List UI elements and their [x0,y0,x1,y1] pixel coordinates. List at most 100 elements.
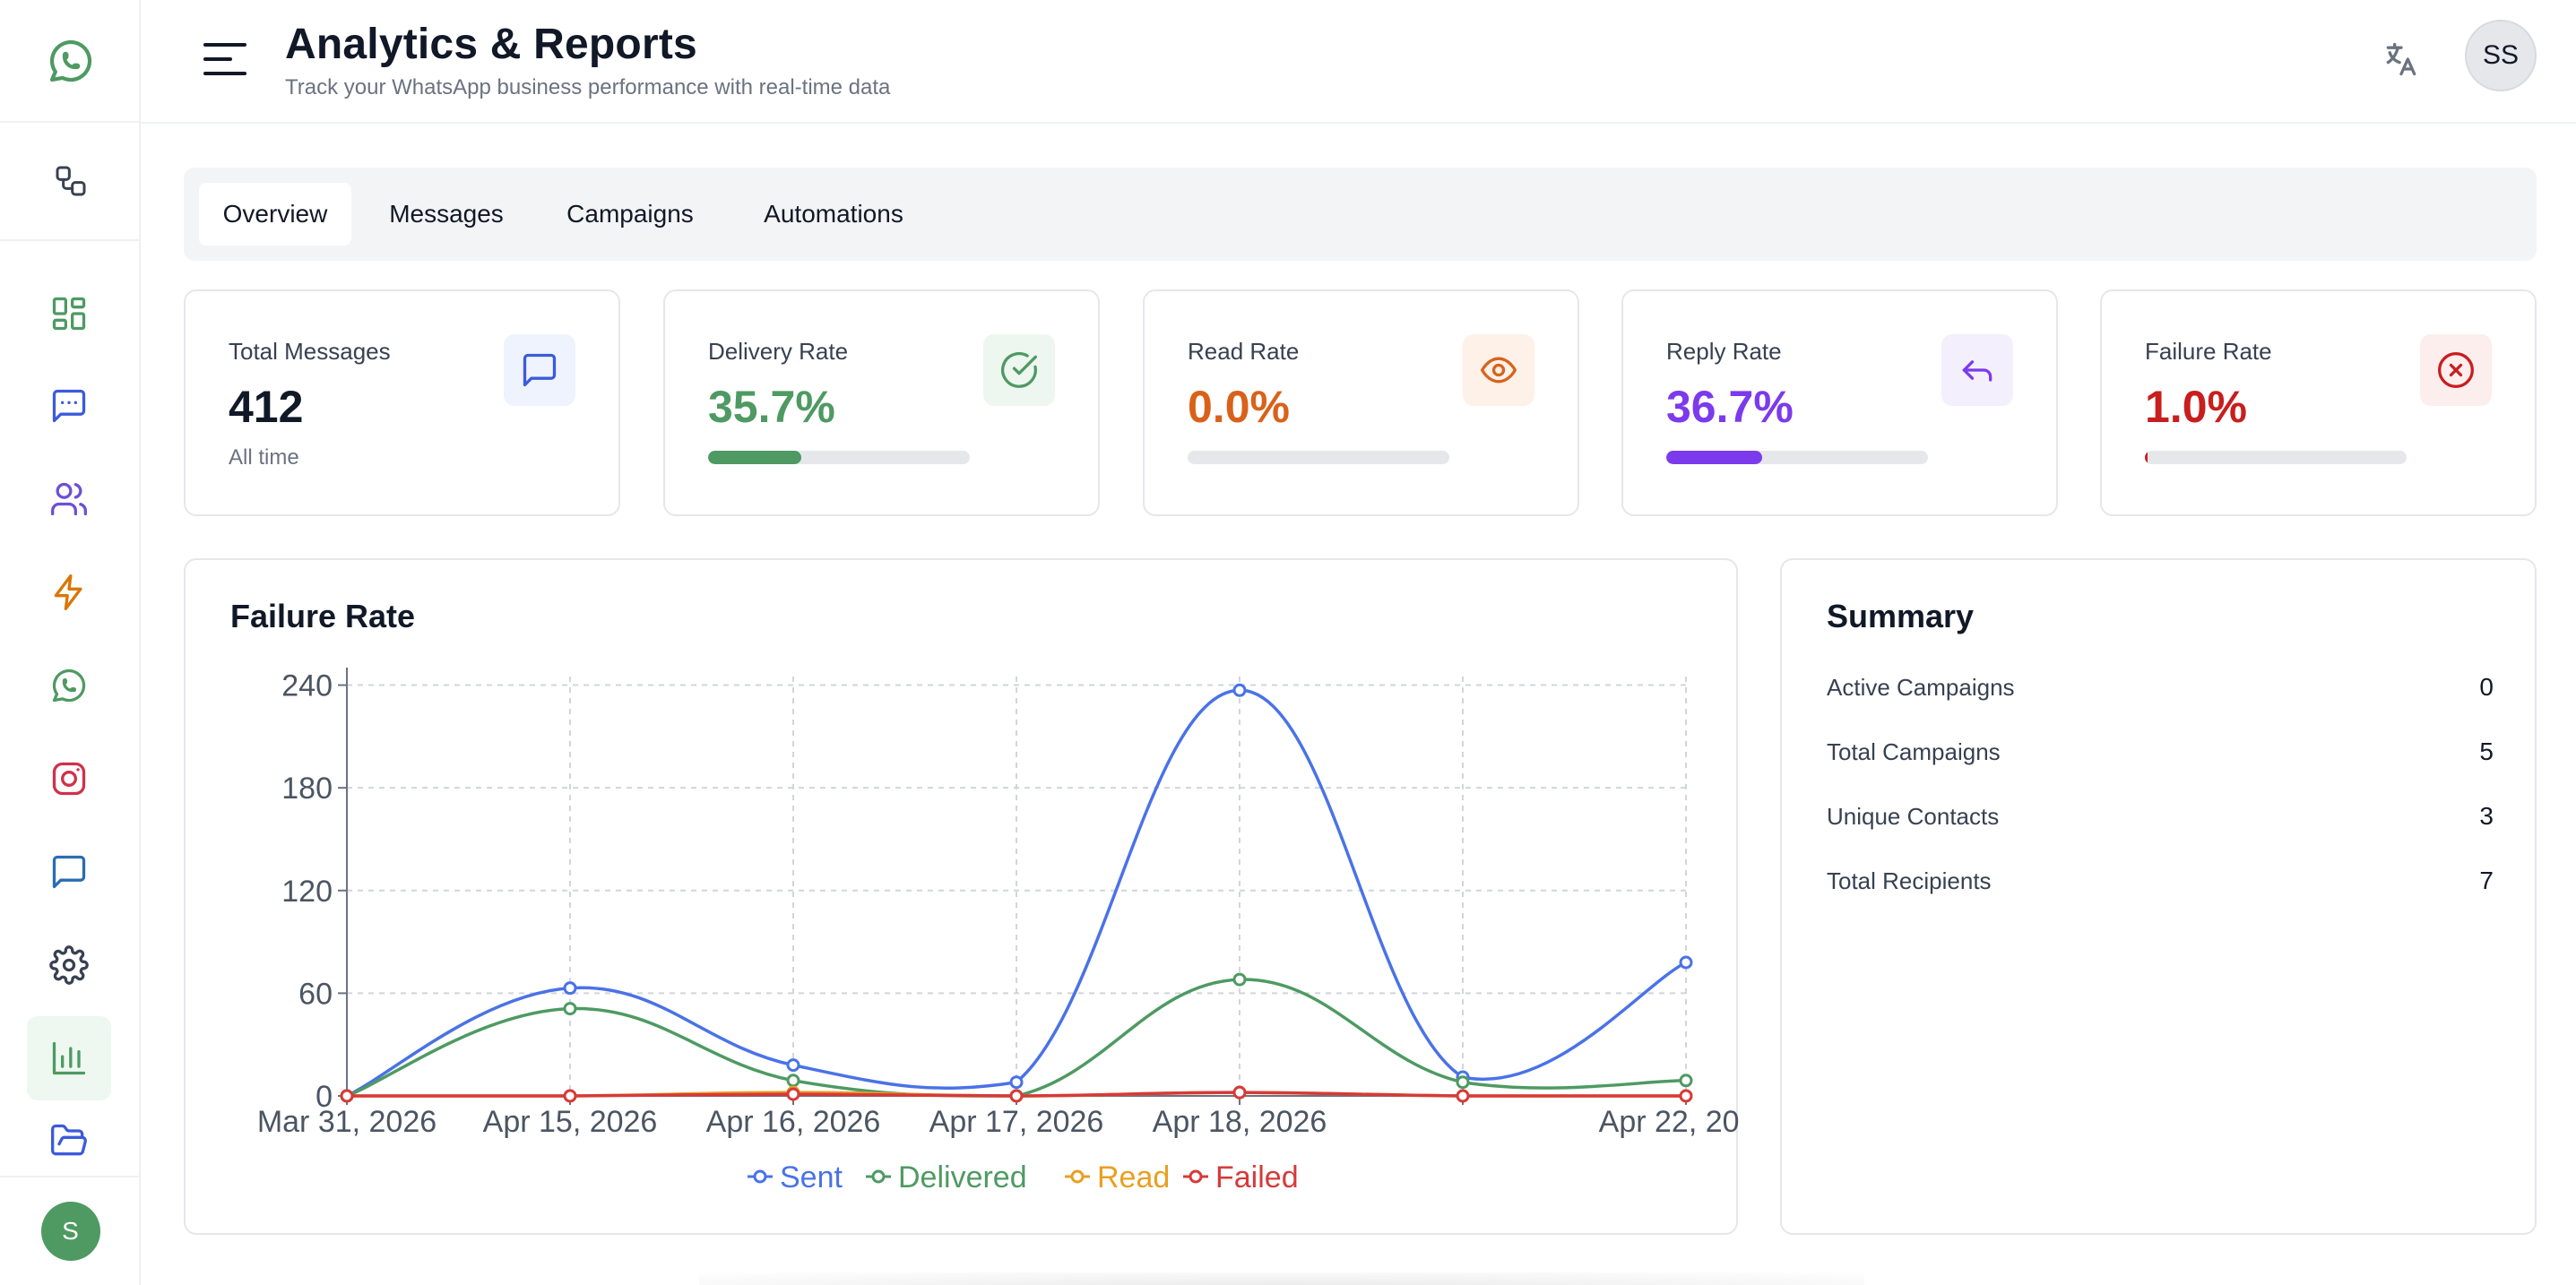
summary-row: Total Campaigns 5 [1827,734,2494,770]
tab-overview[interactable]: Overview [199,183,351,246]
data-point-delivered [563,1002,577,1016]
summary-label: Total Recipients [1827,867,1992,894]
sidebar-item-files[interactable] [27,1109,111,1172]
summary-row: Active Campaigns 0 [1827,669,2494,705]
data-point-sent [786,1058,800,1073]
legend-label: Delivered [898,1160,1027,1194]
y-tick-label: 0 [316,1080,333,1114]
logo[interactable] [0,0,141,123]
page-title: Analytics & Reports [285,21,697,68]
whatsapp-logo-icon [49,39,91,82]
data-point-failed [1679,1089,1693,1103]
translate-button[interactable] [2374,34,2428,84]
line-chart: 0 60 120 180 240 Mar 31, 2026 Apr 15, 2026 Apr … [257,668,1740,1194]
page-header: Analytics & Reports Track your WhatsApp … [141,0,2576,124]
data-point-failed [786,1087,800,1101]
stat-value: 412 [229,382,304,432]
legend-marker [871,1169,886,1184]
stat-note: All time [229,445,299,470]
summary-label: Total Campaigns [1827,737,2001,765]
stat-icon-box [2420,334,2492,406]
page-subtitle: Track your WhatsApp business performance… [285,75,891,99]
stat-icon-box [504,334,575,406]
x-tick-label: Apr 22, 2026 [1599,1105,1740,1139]
stat-label: Reply Rate [1666,338,1782,365]
summary-value: 0 [2479,673,2494,701]
stat-card-failure-rate: Failure Rate 1.0% [2100,289,2537,516]
sidebar-item-contacts[interactable] [27,457,111,541]
summary-card: Summary Active Campaigns 0 Total Campaig… [1780,558,2537,1235]
sidebar-item-workflow[interactable] [0,123,141,241]
sidebar-user[interactable]: S [0,1176,141,1285]
menu-button[interactable] [198,32,252,86]
reply-icon [1962,360,1993,382]
summary-title: Summary [1827,598,1975,634]
sidebar-item-instagram[interactable] [27,737,111,821]
sidebar-item-analytics[interactable] [27,1016,111,1100]
stat-card-total-messages: Total Messages 412 All time [184,289,620,516]
report-tabs: Overview Messages Campaigns Automations [184,168,2537,261]
series-line-sent [346,688,1687,1098]
progress-bar [1188,451,1449,464]
sidebar-item-automations[interactable] [27,550,111,634]
x-tick-label: Apr 15, 2026 [483,1105,658,1139]
stat-value: 0.0% [1188,382,1290,432]
y-tick-label: 120 [281,875,333,909]
bar-chart-icon [52,1041,86,1075]
progress-bar [708,451,970,464]
data-point-failed [1009,1089,1024,1103]
tab-campaigns[interactable]: Campaigns [566,200,694,228]
users-icon [51,482,87,516]
data-point-sent [1009,1075,1024,1090]
stat-icon-box [1941,334,2013,406]
progress-bar [1666,451,1928,464]
data-point-delivered [1679,1074,1693,1088]
y-tick-label: 60 [298,977,333,1011]
legend-label: Sent [780,1160,843,1194]
legend-label: Failed [1215,1160,1299,1194]
y-tick-label: 240 [281,669,333,703]
stat-label: Delivery Rate [708,338,849,365]
legend-marker [1070,1169,1085,1184]
sidebar-item-chat[interactable] [27,830,111,914]
tab-messages[interactable]: Messages [389,200,504,228]
data-point-sent [563,981,577,996]
workflow-icon [56,166,86,196]
sidebar-item-dashboard[interactable] [27,272,111,356]
avatar[interactable]: S [40,1202,100,1261]
progress-bar [2145,451,2407,464]
stat-label: Failure Rate [2145,338,2272,365]
sidebar-item-settings[interactable] [27,923,111,1007]
scroll-shadow [699,1272,1864,1285]
summary-label: Unique Contacts [1827,802,2000,830]
x-circle-icon [2438,352,2474,388]
sidebar-item-whatsapp[interactable] [27,643,111,728]
x-tick-label: Apr 17, 2026 [929,1105,1104,1139]
legend-marker [1189,1169,1203,1184]
tab-automations[interactable]: Automations [764,200,903,228]
instagram-icon [52,762,86,796]
stat-label: Read Rate [1188,338,1300,365]
x-tick-label: Apr 16, 2026 [706,1105,881,1139]
summary-label: Active Campaigns [1827,673,2015,701]
data-point-sent [1232,683,1247,697]
stat-value: 36.7% [1666,382,1794,432]
stat-label: Total Messages [229,338,391,365]
summary-value: 7 [2479,867,2494,894]
eye-icon [1481,357,1517,384]
user-avatar[interactable]: SS [2465,20,2537,91]
summary-value: 5 [2479,737,2494,765]
summary-row: Total Recipients 7 [1827,863,2494,899]
progress-fill [708,451,802,464]
progress-fill [1666,451,1763,464]
sidebar-item-messages[interactable] [27,364,111,448]
chat-icon [52,855,86,889]
chart-card: Failure Rate 0 60 120 180 240 Mar 31, 2026 Apr… [184,558,1740,1235]
data-point-delivered [1456,1075,1470,1090]
gear-icon [49,945,89,985]
x-tick-label: Mar 31, 2026 [257,1105,437,1139]
stat-icon-box [983,334,1055,406]
stat-card-delivery-rate: Delivery Rate 35.7% [663,289,1100,516]
sidebar: S [0,0,141,1285]
